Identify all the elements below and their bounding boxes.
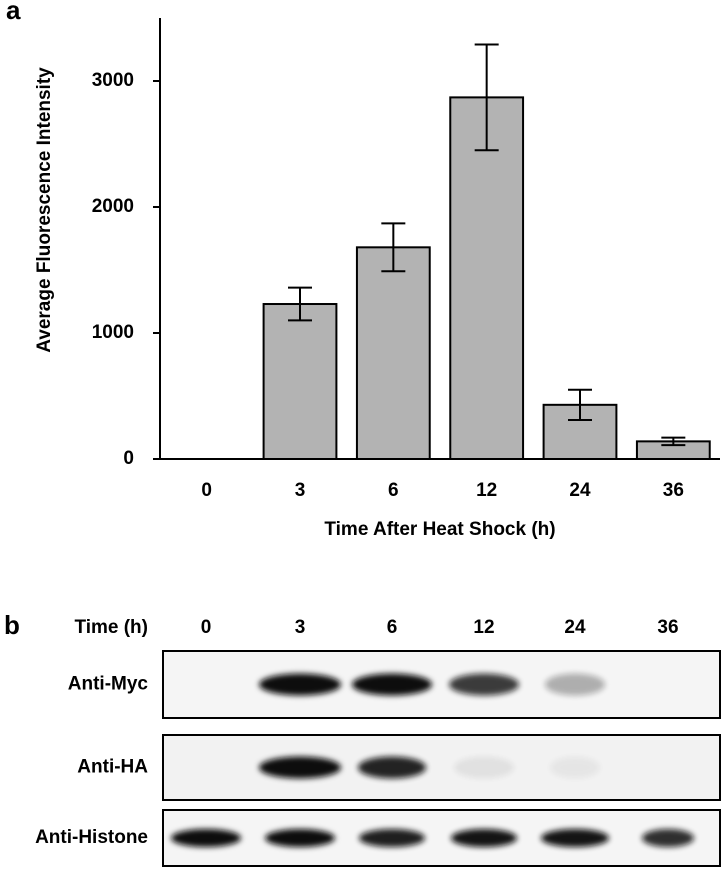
lane-label: 12: [473, 617, 494, 638]
panel-label: b: [4, 610, 20, 640]
band: [449, 673, 519, 696]
row-label: Anti-Myc: [68, 674, 149, 695]
y-tick-label: 2000: [92, 196, 134, 217]
lane-label: 0: [201, 617, 212, 638]
band: [358, 756, 426, 779]
error-bar: [381, 222, 406, 273]
band: [550, 756, 600, 779]
blot-panel: [162, 650, 721, 719]
band: [454, 756, 514, 779]
lane-label: 24: [564, 617, 586, 638]
row-label: Anti-Histone: [35, 827, 148, 848]
x-tick-label: 24: [569, 480, 591, 501]
band: [642, 829, 694, 847]
lane-label: 6: [387, 617, 398, 638]
bar: [355, 246, 431, 460]
band: [171, 829, 241, 847]
x-tick-label: 3: [295, 480, 306, 501]
blot-panel: [162, 809, 721, 867]
y-axis-label: Average Fluorescence Intensity: [34, 67, 55, 353]
band: [352, 673, 432, 696]
bar: [262, 303, 338, 460]
error-bar: [661, 436, 686, 447]
row-label: Anti-HA: [77, 757, 148, 778]
bar: [449, 96, 525, 460]
x-tick-label: 36: [663, 480, 684, 501]
band: [359, 829, 425, 847]
y-tick-label: 1000: [92, 322, 134, 343]
band: [541, 829, 609, 847]
band: [259, 673, 341, 696]
x-axis-label: Time After Heat Shock (h): [324, 519, 555, 540]
y-tick-label: 0: [123, 448, 134, 469]
band: [259, 756, 341, 779]
band: [545, 673, 605, 696]
blot-panel: [162, 734, 721, 801]
x-tick-label: 12: [476, 480, 497, 501]
panel-label: a: [6, 0, 21, 25]
blot-header: Time (h): [74, 617, 148, 638]
x-tick-label: 6: [388, 480, 399, 501]
error-bar: [288, 286, 312, 322]
lane-label: 3: [295, 617, 306, 638]
bar: [542, 403, 618, 461]
error-bar: [568, 388, 592, 421]
band: [265, 829, 335, 847]
y-tick-label: 3000: [92, 70, 134, 91]
band: [451, 829, 517, 847]
x-tick-label: 0: [201, 480, 212, 501]
lane-label: 36: [657, 617, 678, 638]
error-bar: [474, 43, 499, 152]
